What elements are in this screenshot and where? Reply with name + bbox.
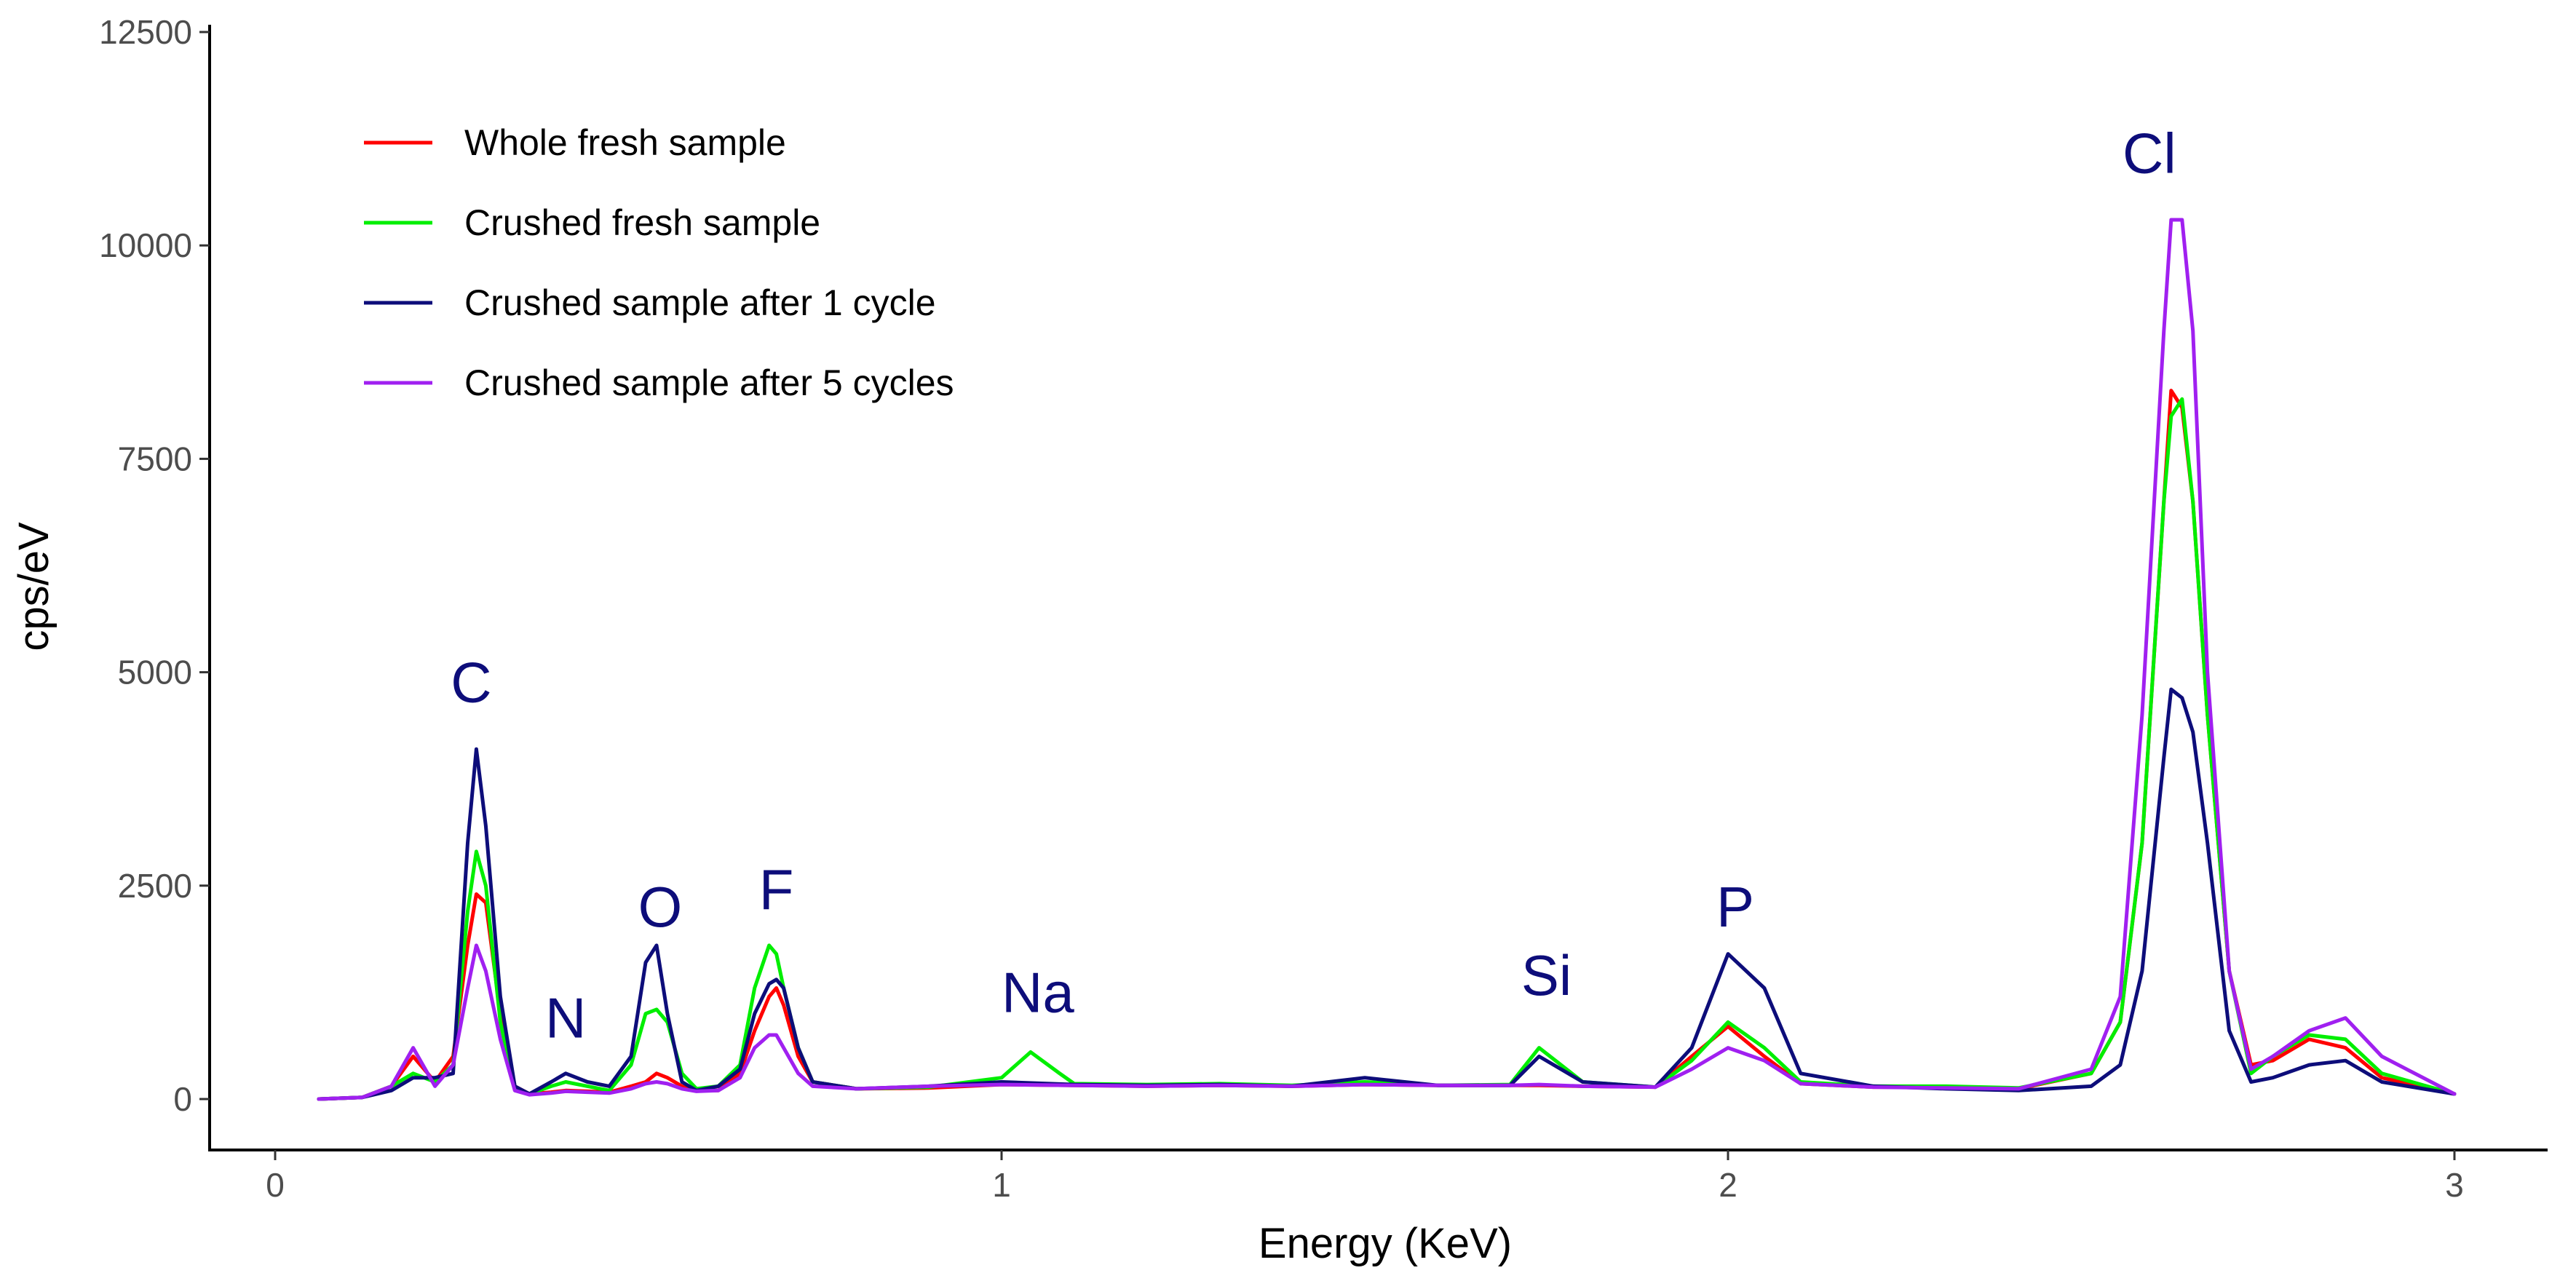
peak-label-na: Na — [1002, 960, 1074, 1024]
y-tick-label: 7500 — [118, 440, 192, 477]
x-ticks: 0 1 2 3 — [266, 1150, 2464, 1204]
y-tick-label: 5000 — [118, 654, 192, 691]
x-tick-label: 1 — [992, 1166, 1011, 1204]
plot-lines — [317, 218, 2457, 1101]
x-tick-label: 2 — [1719, 1166, 1737, 1204]
x-tick-label: 0 — [266, 1166, 285, 1204]
x-axis-title: Energy (KeV) — [1259, 1220, 1512, 1267]
legend-label: Crushed fresh sample — [464, 202, 820, 243]
peak-label-c: C — [451, 651, 491, 715]
legend-label: Crushed sample after 5 cycles — [464, 362, 954, 403]
x-tick-label: 3 — [2445, 1166, 2464, 1204]
y-tick-label: 10000 — [99, 226, 192, 264]
y-axis-title: cps/eV — [10, 522, 58, 651]
peak-label-cl: Cl — [2123, 122, 2176, 186]
series-line-4 — [317, 218, 2457, 1101]
y-tick-label: 2500 — [118, 867, 192, 905]
series-line-3 — [317, 687, 2457, 1101]
peak-label-n: N — [545, 986, 586, 1050]
legend-label: Whole fresh sample — [464, 122, 786, 163]
peak-label-f: F — [759, 858, 794, 922]
y-ticks: 0 2500 5000 7500 10000 12500 — [99, 13, 210, 1118]
peak-labels: C NO F Na Si P Cl — [451, 122, 2176, 1050]
peak-label-si: Si — [1521, 943, 1572, 1007]
legend-label: Crushed sample after 1 cycle — [464, 282, 936, 323]
legend: Whole fresh sample Crushed fresh sample Cr… — [364, 122, 954, 403]
y-tick-label: 0 — [173, 1080, 192, 1118]
y-tick-label: 12500 — [99, 13, 192, 51]
peak-label-o: O — [638, 875, 683, 939]
peak-label-p: P — [1716, 875, 1754, 939]
series-line-1 — [317, 389, 2457, 1101]
